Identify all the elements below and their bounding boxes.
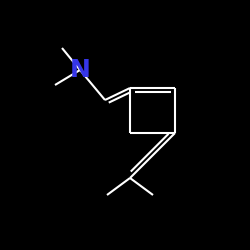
Text: N: N <box>70 58 90 82</box>
